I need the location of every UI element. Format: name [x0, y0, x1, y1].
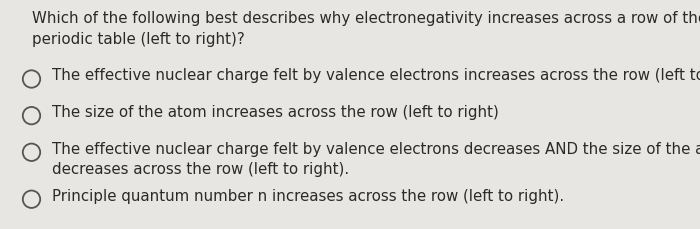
Text: Which of the following best describes why electronegativity increases across a r: Which of the following best describes wh…: [32, 11, 700, 47]
Text: Principle quantum number n increases across the row (left to right).: Principle quantum number n increases acr…: [52, 189, 565, 204]
Text: The effective nuclear charge felt by valence electrons decreases AND the size of: The effective nuclear charge felt by val…: [52, 142, 700, 177]
Text: The effective nuclear charge felt by valence electrons increases across the row : The effective nuclear charge felt by val…: [52, 68, 700, 84]
Text: The size of the atom increases across the row (left to right): The size of the atom increases across th…: [52, 105, 499, 120]
